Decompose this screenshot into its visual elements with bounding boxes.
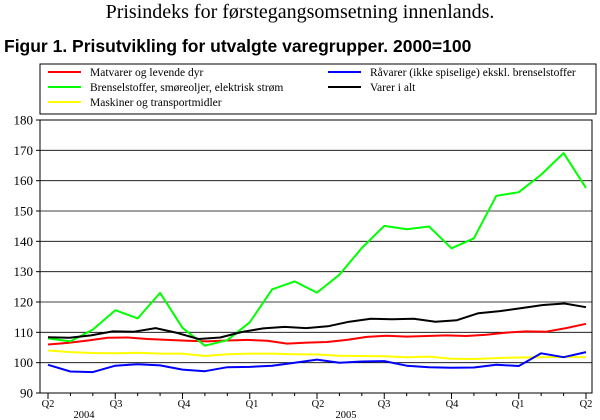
x-tick-label: Q1	[246, 399, 259, 410]
x-tick-label: Q2	[580, 399, 593, 410]
x-tick-label: Q2	[42, 399, 55, 410]
y-tick-label: 130	[14, 264, 34, 279]
x-tick-label: Q2	[312, 399, 325, 410]
y-tick-label: 110	[14, 325, 33, 340]
series-line-matvarer-og-levende-dyr	[47, 322, 587, 346]
series-line-varer-i-alt	[47, 302, 587, 340]
series-line-r-varer-ikke-spiselige-ekskl-brenselstoffer	[47, 351, 587, 374]
legend: Matvarer og levende dyr Brenselstoffer, s…	[39, 63, 597, 115]
x-tick-label: Q4	[446, 399, 460, 410]
legend-label: Råvarer (ikke spiselige) ekskl. brensels…	[370, 66, 576, 79]
legend-label: Maskiner og transportmidler	[90, 97, 222, 109]
y-tick-label: 150	[14, 204, 34, 219]
legend-frame	[39, 63, 597, 115]
series-line-maskiner-og-transportmidler	[47, 349, 587, 360]
y-tick-label: 120	[14, 295, 34, 310]
year-label: 2005	[336, 410, 357, 420]
plot-frame	[39, 119, 593, 394]
x-tick-label: Q3	[110, 399, 123, 410]
y-tick-label: 160	[14, 173, 34, 188]
year-label: 2004	[74, 410, 96, 420]
y-tick-label: 90	[20, 386, 33, 401]
legend-label: Varer i alt	[370, 82, 416, 94]
page-heading: Prisindeks for førstegangsomsetning inne…	[105, 1, 495, 23]
y-tick-label: 140	[14, 234, 34, 249]
figure-title: Figur 1. Prisutvikling for utvalgte vare…	[4, 36, 472, 56]
y-tick-label: 180	[14, 113, 34, 128]
series-line-brenselstoffer-sm-reoljer-elektrisk-str-m	[47, 152, 587, 347]
legend-label: Matvarer og levende dyr	[90, 67, 204, 79]
y-tick-label: 100	[14, 355, 34, 370]
plot-area: 90 100 110 120 130 140 150 160 170 180 Q2 Q3 Q4 Q1 Q2…	[14, 113, 593, 420]
x-tick-label: Q4	[178, 399, 192, 410]
x-tick-label: Q1	[512, 399, 525, 410]
x-tick-label: Q3	[378, 399, 391, 410]
legend-label: Brenselstoffer, smøreoljer, elektrisk st…	[90, 82, 283, 94]
y-tick-label: 170	[14, 143, 34, 158]
